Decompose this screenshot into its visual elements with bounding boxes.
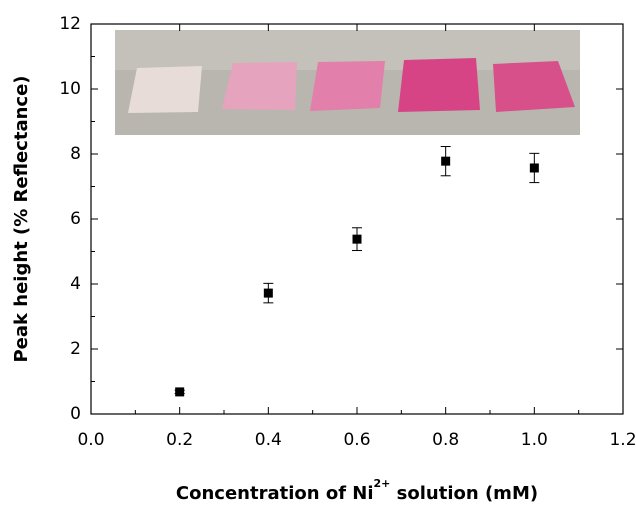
x-tick-label: 0.8 [432, 430, 459, 450]
test-strip [310, 61, 385, 111]
test-strip [222, 62, 297, 110]
x-tick-label: 0.2 [166, 430, 193, 450]
y-tick-label: 12 [59, 14, 81, 34]
point [441, 156, 451, 166]
test-strip [493, 61, 575, 112]
x-axis-label: Concentration of Ni2+ solution (mM) [176, 477, 538, 504]
x-tick-label: 1.2 [609, 430, 636, 450]
x-axis-label-suffix: solution (mM) [390, 483, 538, 504]
x-tick-label: 0.4 [255, 430, 282, 450]
test-strip [128, 66, 202, 113]
y-tick-label: 10 [59, 79, 81, 99]
y-tick-label: 2 [70, 339, 81, 359]
test-strip [398, 58, 480, 112]
x-axis-label-text: Concentration of Ni [176, 483, 374, 504]
point [175, 387, 185, 397]
x-tick-label: 0.6 [343, 430, 370, 450]
y-axis-label: Peak height (% Reflectance) [11, 75, 32, 362]
point [352, 234, 362, 244]
point [529, 163, 539, 173]
y-tick-label: 6 [70, 209, 81, 229]
x-tick-label: 1.0 [521, 430, 548, 450]
x-axis-label-superscript: 2+ [374, 477, 391, 490]
y-tick-label: 8 [70, 144, 81, 164]
x-tick-label: 0.0 [77, 430, 104, 450]
photo-inset [115, 30, 580, 135]
point [263, 288, 273, 298]
y-tick-label: 0 [70, 404, 81, 424]
y-tick-label: 4 [70, 274, 81, 294]
